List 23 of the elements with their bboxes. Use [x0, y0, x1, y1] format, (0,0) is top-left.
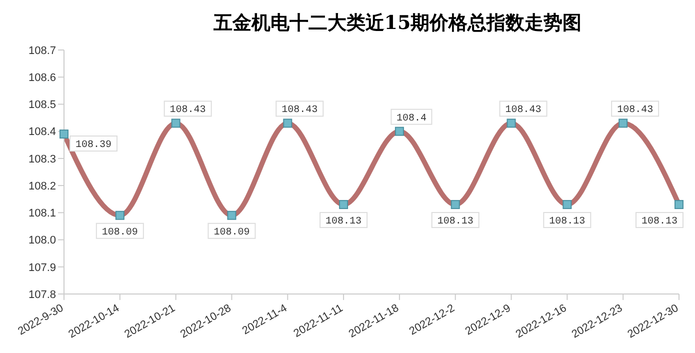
y-tick-label: 108.7 — [28, 44, 56, 57]
y-tick-label: 108.5 — [28, 99, 56, 112]
data-label: 108.13 — [549, 216, 586, 228]
data-label: 108.39 — [75, 140, 112, 152]
y-tick-label: 108.1 — [28, 208, 56, 220]
data-label: 108.13 — [641, 216, 678, 228]
data-label: 108.43 — [505, 105, 542, 116]
data-label: 108.13 — [326, 216, 362, 228]
data-label: 108.09 — [214, 227, 250, 238]
data-label: 108.13 — [437, 216, 474, 228]
y-tick-label: 108.2 — [28, 180, 56, 192]
y-tick-label: 108.0 — [28, 234, 56, 247]
data-label: 108.09 — [102, 227, 138, 238]
data-label: 108.43 — [170, 105, 206, 116]
y-tick-label: 107.9 — [28, 262, 56, 274]
data-label: 108.4 — [396, 113, 426, 124]
y-tick-label: 108.6 — [28, 72, 56, 84]
data-label: 108.43 — [282, 105, 318, 116]
data-label: 108.43 — [617, 105, 654, 116]
y-tick-label: 107.8 — [28, 288, 56, 301]
y-tick-label: 108.3 — [28, 153, 56, 166]
chart-title: 五金机电十二大类近15期价格总指数走势图 — [212, 11, 583, 36]
y-tick-label: 108.4 — [28, 126, 56, 138]
